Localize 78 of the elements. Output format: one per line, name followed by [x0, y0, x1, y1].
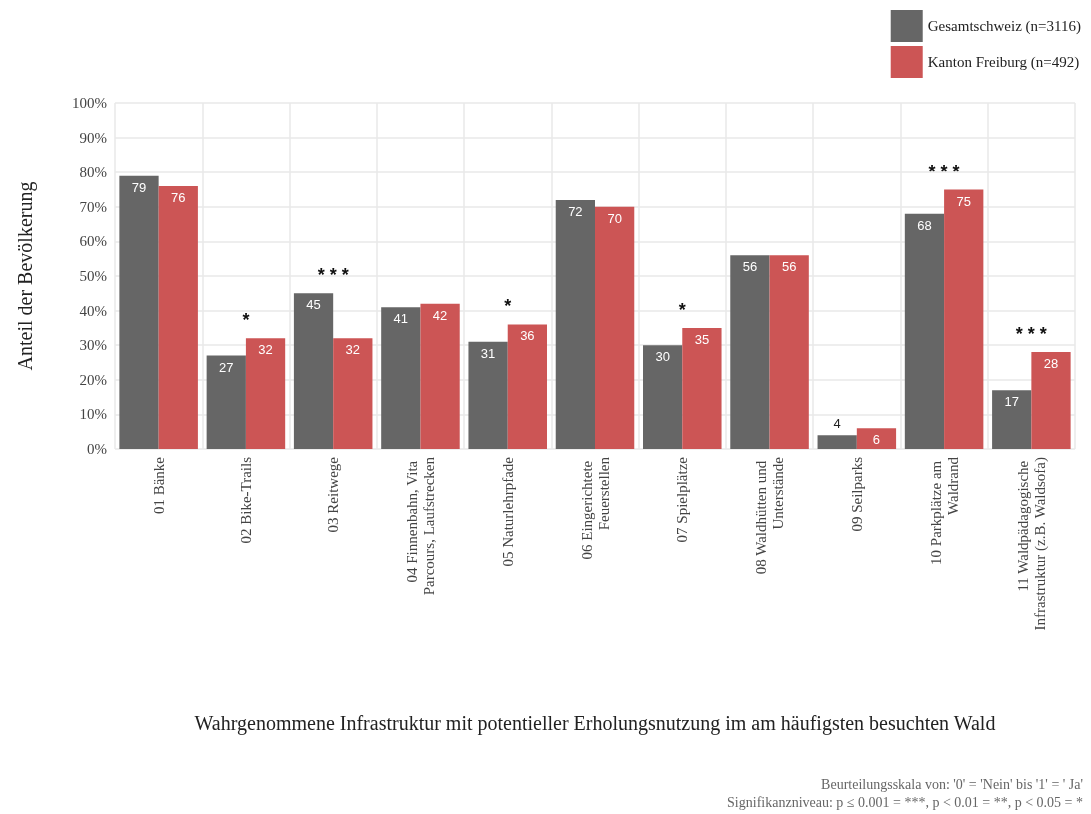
text: Signifikanzniveau: p ≤ 0.001 = ***, p < 0.01 = **, p < 0.05 = * [727, 794, 1084, 810]
y-tick-label: 50% [79, 268, 107, 284]
bar [158, 186, 198, 449]
x-tick-label: 06 Eingerichtete Feuerstellen [578, 456, 612, 560]
text: Beurteilungsskala von: '0' = 'Nein' bis '1' = ' Ja' [821, 776, 1084, 792]
bar [119, 175, 159, 449]
bar [817, 435, 857, 449]
legend-label: Gesamtschweiz (n=3116) [927, 18, 1082, 35]
y-tick-label: 100% [72, 95, 107, 111]
bar [643, 345, 683, 449]
bar [420, 303, 460, 449]
data-label: 56 [781, 259, 797, 275]
data-label: 31 [480, 345, 496, 361]
data-label: 79 [131, 179, 147, 195]
data-label: 75 [956, 193, 971, 209]
y-tick-label: 30% [79, 337, 107, 354]
bar [507, 324, 547, 449]
bar [595, 206, 635, 449]
annotation: * [242, 310, 250, 331]
data-label: 42 [432, 307, 448, 323]
x-tick-label: 11 Waldpädagogische Infrastruktur (z.B. Waldsofa) [1014, 457, 1049, 631]
data-label: 68 [917, 217, 932, 233]
data-label: 36 [520, 328, 535, 344]
bar [944, 189, 984, 449]
data-label: 4 [833, 416, 841, 432]
bar [206, 355, 246, 449]
bar [468, 341, 508, 449]
y-tick-label: 70% [79, 198, 107, 215]
bar [245, 338, 286, 449]
data-label: 27 [219, 359, 234, 375]
x-tick-label: 09 Seilparks [848, 456, 865, 532]
y-tick-label: 20% [79, 371, 107, 388]
data-label: 45 [306, 297, 321, 313]
y-tick-label: 10% [79, 406, 107, 423]
annotation: * * * [317, 265, 349, 286]
y-axis-title: Anteil der Bevölkerung [14, 181, 37, 371]
data-label: 56 [742, 259, 758, 275]
bar [904, 213, 945, 449]
data-label: 32 [345, 342, 361, 358]
bar [1031, 352, 1071, 449]
x-tick-label: 04 Finnenbahn, Vita Parcours, Laufstrecken [403, 456, 437, 596]
annotation: * [504, 296, 512, 317]
bar [682, 327, 722, 449]
x-tick-label: 08 Waldhütten und Unterstände [753, 456, 787, 575]
data-label: 70 [607, 210, 622, 226]
y-tick-label: 80% [79, 164, 107, 181]
bar [730, 255, 770, 449]
bar [856, 428, 897, 449]
y-tick-label: 0% [87, 441, 107, 457]
legend-label: Kanton Freiburg (n=492) [927, 54, 1080, 71]
bar [381, 307, 421, 449]
data-label: 28 [1043, 356, 1059, 372]
x-tick-label: 05 Naturlehrpfade [499, 456, 516, 567]
y-tick-label: 60% [79, 233, 107, 250]
data-label: 6 [872, 432, 881, 448]
bar [333, 338, 373, 449]
annotation: * [678, 299, 686, 320]
data-label: 30 [655, 349, 670, 365]
x-tick-label: 01 Bänke [150, 456, 167, 515]
data-label: 35 [694, 331, 710, 347]
data-label: 32 [258, 342, 273, 358]
bar [769, 255, 809, 449]
data-label: 72 [568, 203, 583, 219]
bar [992, 390, 1032, 449]
x-tick-label: 07 Spielplätze [674, 456, 691, 543]
x-tick-label: 03 Reitwege [325, 456, 342, 533]
y-tick-label: 90% [79, 129, 107, 146]
x-tick-label: 02 Bike-Trails [237, 456, 254, 544]
bar [555, 199, 595, 449]
y-tick-label: 40% [79, 302, 107, 319]
bar [293, 293, 334, 449]
data-label: 41 [393, 311, 409, 327]
annotation: * * * [928, 161, 960, 182]
x-tick-label: 10 Parkplätze am Waldrand [927, 456, 961, 565]
data-label: 76 [171, 190, 186, 206]
x-axis-title: Wahrgenommene Infrastruktur mit potentieller Erholungsnutzung im am häufigsten besuchten Wald [194, 712, 996, 735]
data-label: 17 [1004, 394, 1019, 410]
annotation: * * * [1015, 324, 1047, 345]
